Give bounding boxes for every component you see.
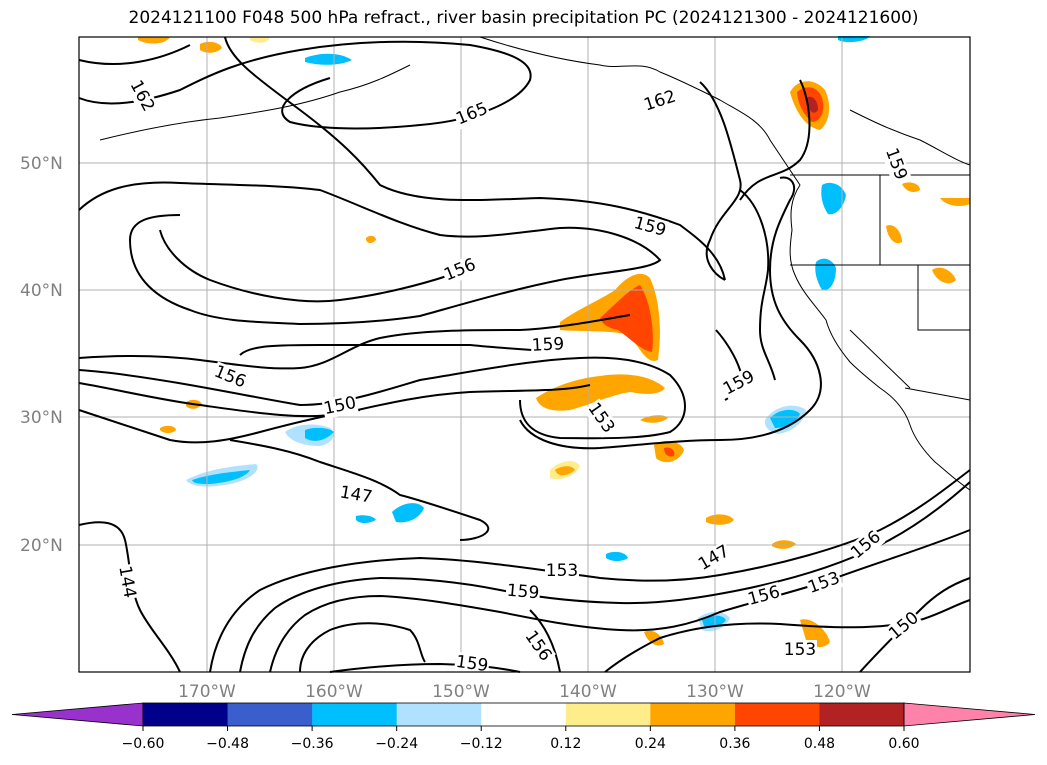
coastlines	[99, 36, 971, 491]
lon-tick-label: 160°W	[305, 682, 363, 702]
lat-tick-label: 40°N	[20, 281, 63, 301]
contour-label-bg	[530, 334, 566, 356]
contour-label-bg	[804, 567, 844, 599]
lon-tick-label: 150°W	[432, 682, 490, 702]
colorbar-tick-label: 0.48	[804, 736, 835, 752]
contour-label-bg	[505, 580, 541, 604]
contour-label-bg	[783, 640, 817, 660]
contour-label-bg	[846, 526, 886, 564]
contour-label-bg	[520, 626, 556, 666]
contour-label-bg	[453, 651, 491, 677]
lon-tick-label: 140°W	[559, 682, 617, 702]
contour-label-bg	[114, 563, 140, 601]
colorbar-segment	[143, 703, 229, 726]
contour-label-bg	[125, 76, 159, 116]
lon-tick-label: 170°W	[178, 682, 236, 702]
colorbar-segment	[819, 703, 905, 726]
lat-axis: 50°N 40°N 30°N 20°N	[20, 154, 63, 556]
contour-label-bg	[630, 212, 670, 242]
contour-label-bg	[210, 361, 250, 393]
colorbar-extend-min	[11, 702, 144, 727]
contour-label-bg	[583, 398, 619, 438]
colorbar-extend-max	[903, 702, 1036, 727]
colorbar-tick-label: −0.60	[122, 736, 165, 752]
contour-labels: 162 165 1621591591561591561501591531471441…	[114, 76, 924, 677]
map-title: 2024121100 F048 500 hPa refract., river …	[128, 8, 919, 28]
map-panel: 162 165 1621591591561591561501591531471441…	[78, 36, 971, 677]
colorbar-segment	[481, 703, 567, 726]
lon-tick-label: 130°W	[686, 682, 744, 702]
contour-label-bg	[880, 144, 912, 184]
colorbar-segment	[565, 703, 651, 726]
colorbar-border	[142, 702, 905, 727]
contour-label-bg	[694, 540, 734, 576]
contour-label-bg	[884, 607, 924, 645]
contour-label-bg	[321, 392, 359, 420]
contour-label: 153	[784, 640, 816, 660]
colorbar-segment	[227, 703, 313, 726]
contour-label: 159	[506, 581, 540, 604]
contour-label: 159	[531, 334, 564, 356]
lat-tick-label: 30°N	[20, 408, 63, 428]
lat-tick-label: 50°N	[20, 154, 63, 174]
colorbar-tick-label: 0.36	[719, 736, 750, 752]
colorbar-segment	[396, 703, 482, 726]
contour-label-bg	[719, 366, 759, 400]
colorbar-tick-label: −0.48	[206, 736, 249, 752]
lat-tick-label: 20°N	[20, 536, 63, 556]
colorbar-tick-label: −0.12	[460, 736, 503, 752]
contour-label: 153	[546, 561, 578, 581]
contour-label-bg	[640, 86, 680, 116]
colorbar-tick-label: 0.60	[888, 736, 919, 752]
colorbar-tick-label: −0.24	[375, 736, 418, 752]
colorbar-segment	[650, 703, 736, 726]
contour-label-bg	[337, 482, 375, 508]
colorbar: −0.60 −0.48 −0.36 −0.24 −0.12 0.12 0.24 0.36 0.4…	[11, 702, 1036, 752]
colorbar-segment	[734, 703, 820, 726]
lon-axis: 170°W 160°W 150°W 140°W 130°W 120°W	[178, 682, 871, 702]
colorbar-segment	[312, 703, 398, 726]
contour-label-bg	[440, 254, 480, 286]
contour-label-bg	[545, 561, 579, 581]
lon-tick-label: 120°W	[813, 682, 871, 702]
colorbar-tick-label: 0.24	[635, 736, 666, 752]
contour-label-bg	[744, 581, 784, 611]
contour-label-bg	[452, 98, 492, 130]
colorbar-tick-label: 0.12	[550, 736, 581, 752]
colorbar-tick-label: −0.36	[291, 736, 334, 752]
graticule	[79, 37, 970, 672]
